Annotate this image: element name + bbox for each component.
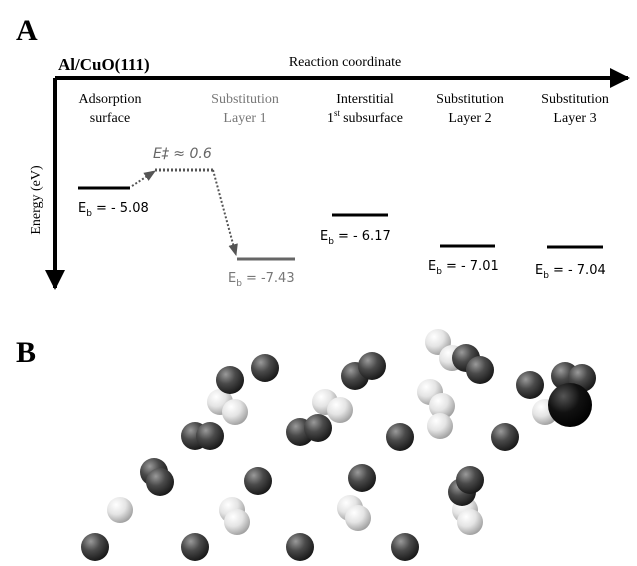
column-label: Layer 3: [553, 111, 596, 126]
atom: [456, 466, 484, 494]
atom: [491, 423, 519, 451]
subscript: b: [436, 267, 442, 277]
subscript: b: [236, 279, 242, 289]
atom: [348, 464, 376, 492]
atom: [457, 509, 483, 535]
atom: [181, 533, 209, 561]
atom: [358, 352, 386, 380]
symbol: E: [320, 229, 328, 244]
x-axis-label: Reaction coordinate: [289, 55, 401, 70]
figure: A B Al/CuO(111) Reaction coordinate Ener…: [0, 0, 637, 566]
atom: [107, 497, 133, 523]
subscript: b: [86, 209, 92, 219]
energy-label: Eb = - 7.01: [428, 259, 499, 277]
column-label: Adsorption: [79, 92, 142, 107]
column-label: Interstitial: [336, 92, 394, 107]
subscript: b: [543, 271, 549, 281]
value: = - 7.04: [553, 263, 606, 278]
atom: [391, 533, 419, 561]
atom: [427, 413, 453, 439]
panel-letter: A: [16, 14, 38, 47]
atom: [196, 422, 224, 450]
column-label-part: subsurface: [343, 111, 403, 126]
atom: [345, 505, 371, 531]
atom: [146, 468, 174, 496]
atom: [222, 399, 248, 425]
atom: [304, 414, 332, 442]
column-label: Substitution: [436, 92, 504, 107]
subscript: b: [328, 237, 334, 247]
y-axis-label: Energy (eV): [29, 165, 44, 235]
atom: [224, 509, 250, 535]
value: = - 7.01: [446, 259, 499, 274]
symbol: E: [535, 263, 543, 278]
arrow: [132, 171, 155, 186]
column-label: surface: [90, 111, 130, 126]
atom: [466, 356, 494, 384]
atom: [548, 383, 592, 427]
panel-letter: B: [16, 336, 36, 369]
symbol: E: [428, 259, 436, 274]
energy-label: Eb = - 6.17: [320, 229, 391, 247]
symbol: E: [228, 271, 236, 286]
atom: [251, 354, 279, 382]
value: = - 6.17: [338, 229, 391, 244]
value: = - 5.08: [96, 201, 149, 216]
energy-label: Eb = -7.43: [228, 271, 295, 289]
barrier-label: E‡ ≈ 0.6: [153, 146, 212, 162]
symbol: E: [78, 201, 86, 216]
ordinal-suffix: st: [334, 108, 341, 118]
system-label: Al/CuO(111): [58, 55, 150, 74]
atom: [244, 467, 272, 495]
column-label: Substitution: [211, 92, 279, 107]
energy-label: Eb = - 7.04: [535, 263, 606, 281]
atom: [81, 533, 109, 561]
value: = -7.43: [246, 271, 295, 286]
atom: [327, 397, 353, 423]
column-label: Substitution: [541, 92, 609, 107]
atom: [216, 366, 244, 394]
column-label: Layer 1: [223, 111, 266, 126]
atom: [516, 371, 544, 399]
arrow: [213, 170, 236, 255]
atom: [386, 423, 414, 451]
energy-label: Eb = - 5.08: [78, 201, 149, 219]
column-label: Layer 2: [448, 111, 491, 126]
atom: [286, 533, 314, 561]
atom-structure: [81, 329, 596, 561]
ordinal: 1: [327, 111, 334, 126]
